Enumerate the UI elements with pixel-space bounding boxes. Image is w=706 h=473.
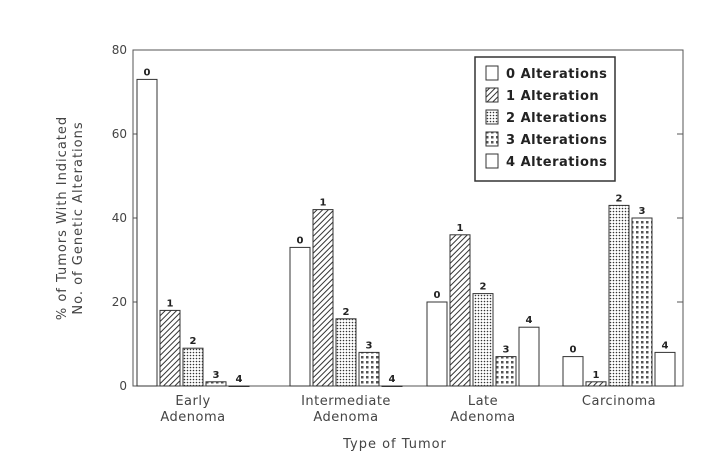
bar-1-2	[335, 318, 357, 387]
legend-label: 1 Alteration	[506, 89, 599, 104]
bar-label: 1	[167, 298, 174, 309]
category-label: Early	[175, 394, 210, 409]
legend-label: 3 Alterations	[506, 133, 607, 148]
bar-0-1	[159, 309, 181, 387]
bar-2-0	[426, 301, 448, 387]
bar-0-3	[205, 381, 227, 387]
bar-0-0	[136, 78, 158, 387]
bar-label: 0	[144, 67, 151, 78]
bar-1-4	[381, 385, 403, 387]
bar-label: 0	[297, 235, 304, 246]
legend: 0 Alterations 1 Alteration 2 Alterations 3 …	[474, 56, 616, 182]
bar-2-2	[472, 293, 494, 387]
y-axis-title: % of Tumors With Indicated No. of Genetic…	[55, 116, 86, 320]
bar-label: 3	[503, 345, 510, 356]
legend-label: 0 Alterations	[506, 67, 607, 82]
bar-0-4	[228, 385, 250, 387]
bar-2-4	[518, 326, 540, 387]
bar-label: 2	[343, 307, 350, 318]
legend-label: 2 Alterations	[506, 111, 607, 126]
bar-label: 4	[662, 340, 669, 351]
bar-label: 1	[320, 198, 327, 209]
legend-swatch	[485, 87, 499, 103]
bar-1-3	[358, 351, 380, 387]
y-tick-label: 60	[112, 127, 127, 141]
bar-label: 1	[457, 223, 464, 234]
legend-swatch	[485, 153, 499, 169]
bar-0-2	[182, 347, 204, 387]
bar-1-1	[312, 209, 334, 387]
bar-3-1	[585, 381, 607, 387]
legend-swatch	[485, 131, 499, 147]
bar-label: 1	[593, 370, 600, 381]
y-tick-label: 0	[119, 379, 127, 393]
legend-label: 4 Alterations	[506, 155, 607, 170]
bar-label: 2	[190, 336, 197, 347]
bars-group: 0 1 2 3 4 0 1 2 3 4 0 1 2 3 4 0 1 2 3 4	[136, 67, 676, 387]
bar-label: 0	[434, 290, 441, 301]
legend-swatch	[485, 65, 499, 81]
x-axis-title: Type of Tumor	[342, 437, 447, 452]
bar-label: 0	[570, 345, 577, 356]
bar-3-0	[562, 356, 584, 387]
bar-label: 4	[526, 315, 533, 326]
bar-1-0	[289, 246, 311, 387]
y-tick-label: 20	[112, 295, 127, 309]
bar-label: 4	[389, 374, 396, 385]
bar-3-4	[654, 351, 676, 387]
y-tick-label: 40	[112, 211, 127, 225]
bar-label: 2	[616, 193, 623, 204]
bar-label: 3	[213, 370, 220, 381]
bar-3-3	[631, 217, 653, 387]
category-label: Intermediate	[301, 394, 391, 409]
y-axis-title-line: No. of Genetic Alterations	[71, 121, 86, 314]
y-tick-label: 80	[112, 43, 127, 57]
bar-3-2	[608, 204, 630, 387]
category-label: Adenoma	[313, 410, 378, 425]
category-label: Adenoma	[450, 410, 515, 425]
bar-label: 4	[236, 374, 243, 385]
bar-2-1	[449, 234, 471, 387]
bar-label: 3	[639, 206, 646, 217]
category-label: Adenoma	[160, 410, 225, 425]
category-labels: EarlyAdenomaIntermediateAdenomaLateAdeno…	[160, 394, 656, 425]
legend-swatch	[485, 109, 499, 125]
category-label: Late	[468, 394, 498, 409]
bar-2-3	[495, 356, 517, 387]
y-axis-title-line: % of Tumors With Indicated	[55, 116, 70, 320]
bar-label: 2	[480, 282, 487, 293]
category-label: Carcinoma	[582, 394, 656, 409]
bar-label: 3	[366, 340, 373, 351]
